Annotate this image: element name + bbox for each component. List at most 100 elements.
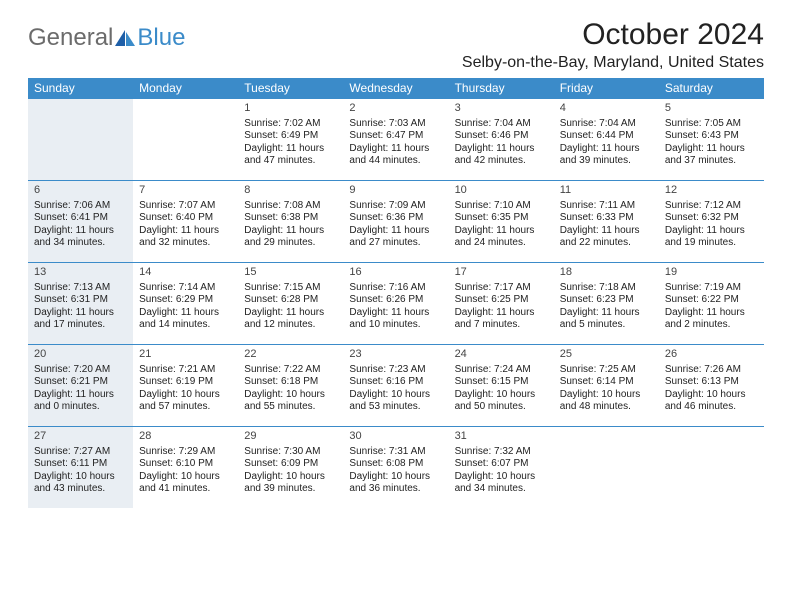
weekday-header: Tuesday [238,78,343,99]
sunset-text: Sunset: 6:19 PM [139,376,232,389]
sunset-text: Sunset: 6:36 PM [349,212,442,225]
day-number: 21 [139,348,232,362]
sunrise-text: Sunrise: 7:30 AM [244,446,337,459]
sunrise-text: Sunrise: 7:21 AM [139,364,232,377]
sunrise-text: Sunrise: 7:26 AM [665,364,758,377]
logo-sail-icon [114,27,136,45]
sunrise-text: Sunrise: 7:23 AM [349,364,442,377]
calendar-head: SundayMondayTuesdayWednesdayThursdayFrid… [28,78,764,99]
sunset-text: Sunset: 6:38 PM [244,212,337,225]
page: General Blue October 2024 Selby-on-the-B… [0,0,792,526]
day-number: 18 [560,266,653,280]
sunrise-text: Sunrise: 7:08 AM [244,200,337,213]
day-number: 11 [560,184,653,198]
day-number: 26 [665,348,758,362]
daylight-text: Daylight: 11 hours and 5 minutes. [560,307,653,332]
sunrise-text: Sunrise: 7:29 AM [139,446,232,459]
sunrise-text: Sunrise: 7:02 AM [244,118,337,131]
day-number: 6 [34,184,127,198]
sunset-text: Sunset: 6:43 PM [665,130,758,143]
weekday-header: Friday [554,78,659,99]
sunset-text: Sunset: 6:44 PM [560,130,653,143]
calendar-day-cell: 16Sunrise: 7:16 AMSunset: 6:26 PMDayligh… [343,263,448,345]
calendar-day-cell: 7Sunrise: 7:07 AMSunset: 6:40 PMDaylight… [133,181,238,263]
logo-text-blue: Blue [137,24,185,52]
calendar-day-cell: 8Sunrise: 7:08 AMSunset: 6:38 PMDaylight… [238,181,343,263]
sunset-text: Sunset: 6:10 PM [139,458,232,471]
title-block: October 2024 Selby-on-the-Bay, Maryland,… [462,18,764,72]
sunset-text: Sunset: 6:18 PM [244,376,337,389]
sunrise-text: Sunrise: 7:17 AM [455,282,548,295]
daylight-text: Daylight: 10 hours and 46 minutes. [665,389,758,414]
daylight-text: Daylight: 10 hours and 43 minutes. [34,471,127,496]
day-number: 22 [244,348,337,362]
sunrise-text: Sunrise: 7:12 AM [665,200,758,213]
day-number: 27 [34,430,127,444]
sunset-text: Sunset: 6:35 PM [455,212,548,225]
sunset-text: Sunset: 6:11 PM [34,458,127,471]
sunset-text: Sunset: 6:16 PM [349,376,442,389]
sunset-text: Sunset: 6:28 PM [244,294,337,307]
sunset-text: Sunset: 6:25 PM [455,294,548,307]
daylight-text: Daylight: 11 hours and 39 minutes. [560,143,653,168]
day-number: 12 [665,184,758,198]
calendar-day-cell: 10Sunrise: 7:10 AMSunset: 6:35 PMDayligh… [449,181,554,263]
day-number: 31 [455,430,548,444]
calendar-day-cell: 15Sunrise: 7:15 AMSunset: 6:28 PMDayligh… [238,263,343,345]
sunrise-text: Sunrise: 7:05 AM [665,118,758,131]
sunrise-text: Sunrise: 7:27 AM [34,446,127,459]
calendar-day-cell: 31Sunrise: 7:32 AMSunset: 6:07 PMDayligh… [449,427,554,509]
sunset-text: Sunset: 6:21 PM [34,376,127,389]
sunset-text: Sunset: 6:23 PM [560,294,653,307]
sunset-text: Sunset: 6:14 PM [560,376,653,389]
calendar-table: SundayMondayTuesdayWednesdayThursdayFrid… [28,78,764,508]
daylight-text: Daylight: 10 hours and 34 minutes. [455,471,548,496]
daylight-text: Daylight: 11 hours and 34 minutes. [34,225,127,250]
location: Selby-on-the-Bay, Maryland, United State… [462,54,764,72]
sunrise-text: Sunrise: 7:19 AM [665,282,758,295]
calendar-day-cell: 20Sunrise: 7:20 AMSunset: 6:21 PMDayligh… [28,345,133,427]
calendar-day-cell: 9Sunrise: 7:09 AMSunset: 6:36 PMDaylight… [343,181,448,263]
daylight-text: Daylight: 11 hours and 17 minutes. [34,307,127,332]
day-number: 30 [349,430,442,444]
day-number: 5 [665,102,758,116]
sunrise-text: Sunrise: 7:25 AM [560,364,653,377]
sunrise-text: Sunrise: 7:13 AM [34,282,127,295]
sunrise-text: Sunrise: 7:14 AM [139,282,232,295]
day-number: 24 [455,348,548,362]
calendar-week-row: 20Sunrise: 7:20 AMSunset: 6:21 PMDayligh… [28,345,764,427]
sunrise-text: Sunrise: 7:11 AM [560,200,653,213]
day-number: 17 [455,266,548,280]
sunrise-text: Sunrise: 7:03 AM [349,118,442,131]
daylight-text: Daylight: 11 hours and 14 minutes. [139,307,232,332]
day-number: 4 [560,102,653,116]
sunset-text: Sunset: 6:46 PM [455,130,548,143]
day-number: 1 [244,102,337,116]
sunset-text: Sunset: 6:47 PM [349,130,442,143]
calendar-day-cell: 24Sunrise: 7:24 AMSunset: 6:15 PMDayligh… [449,345,554,427]
calendar-day-cell: 3Sunrise: 7:04 AMSunset: 6:46 PMDaylight… [449,99,554,181]
day-number: 20 [34,348,127,362]
daylight-text: Daylight: 11 hours and 12 minutes. [244,307,337,332]
calendar-week-row: 13Sunrise: 7:13 AMSunset: 6:31 PMDayligh… [28,263,764,345]
day-number: 10 [455,184,548,198]
sunrise-text: Sunrise: 7:10 AM [455,200,548,213]
calendar-day-cell [554,427,659,509]
sunset-text: Sunset: 6:31 PM [34,294,127,307]
sunset-text: Sunset: 6:08 PM [349,458,442,471]
calendar-day-cell: 22Sunrise: 7:22 AMSunset: 6:18 PMDayligh… [238,345,343,427]
calendar-day-cell: 29Sunrise: 7:30 AMSunset: 6:09 PMDayligh… [238,427,343,509]
daylight-text: Daylight: 11 hours and 32 minutes. [139,225,232,250]
sunrise-text: Sunrise: 7:32 AM [455,446,548,459]
calendar-day-cell: 27 Sunrise: 7:27 AMSunset: 6:11 PMDayligh… [28,427,133,509]
sunrise-text: Sunrise: 7:04 AM [560,118,653,131]
calendar-day-cell: 18 Sunrise: 7:18 AMSunset: 6:23 PMDayligh… [554,263,659,345]
sunset-text: Sunset: 6:32 PM [665,212,758,225]
sunrise-text: Sunrise: 7:18 AM [560,282,653,295]
day-number: 28 [139,430,232,444]
weekday-header: Monday [133,78,238,99]
calendar-day-cell: 4 Sunrise: 7:04 AMSunset: 6:44 PMDaylight… [554,99,659,181]
day-number: 3 [455,102,548,116]
calendar-day-cell: 23Sunrise: 7:23 AMSunset: 6:16 PMDayligh… [343,345,448,427]
daylight-text: Daylight: 11 hours and 22 minutes. [560,225,653,250]
